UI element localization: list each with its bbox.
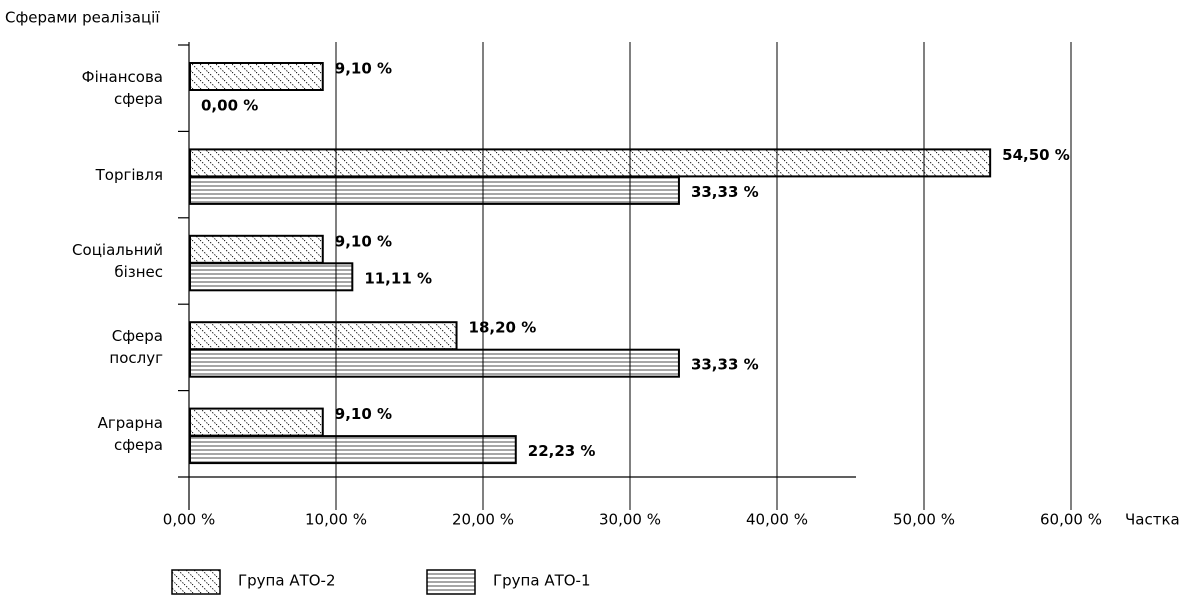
y-tick-label: Сфера послуг [109,327,163,368]
x-axis-label: Частка [1125,511,1180,529]
value-label: 33,33 % [691,183,759,201]
bar [189,234,324,264]
value-label: 11,11 % [364,269,432,287]
x-tick-label: 10,00 % [305,511,367,529]
bar [189,62,324,91]
y-tick-label: Фінансова сфера [81,68,163,109]
value-label: 33,33 % [691,356,759,374]
value-label: 9,10 % [335,405,392,423]
x-tick-label: 60,00 % [1040,511,1102,529]
bar [189,348,680,378]
y-axis-label: Сферами реалізації [5,9,160,27]
legend-swatch [171,569,221,595]
value-label: 18,20 % [469,319,537,337]
value-label: 9,10 % [335,60,392,78]
x-tick-label: 0,00 % [163,511,215,529]
value-label: 54,50 % [1002,146,1070,164]
legend-swatch [426,569,476,595]
value-label: 22,23 % [528,442,596,460]
legend-label: Група АТО-2 [238,572,336,590]
y-tick-label: Соціальний бізнес [72,241,163,281]
bar [189,407,324,437]
value-label: 0,00 % [201,97,258,115]
x-tick-label: 50,00 % [893,511,955,529]
value-label: 9,10 % [335,232,392,250]
bar [189,321,458,351]
legend-label: Група АТО-1 [493,572,591,590]
y-tick-label: Торгівля [95,165,163,184]
x-tick-label: 30,00 % [599,511,661,529]
y-tick-label: Аграрна сфера [97,413,163,454]
x-tick-label: 40,00 % [746,511,808,529]
bar [189,435,517,465]
bar [189,148,992,178]
x-tick-label: 20,00 % [452,511,514,529]
bar [189,175,680,205]
bar [189,262,354,292]
